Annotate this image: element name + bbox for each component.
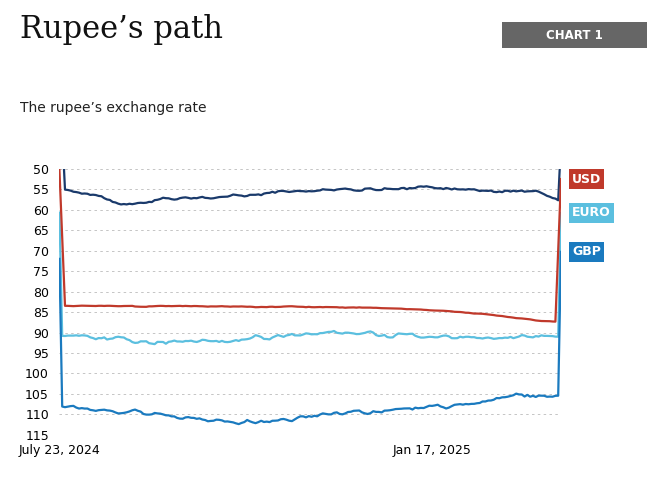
Text: EURO: EURO [572,206,611,219]
Text: The rupee’s exchange rate: The rupee’s exchange rate [20,101,207,115]
Text: Rupee’s path: Rupee’s path [20,14,223,45]
Text: YEN: YEN [0,482,1,483]
Text: USD: USD [572,172,601,185]
Text: GBP: GBP [572,245,601,258]
Text: CHART 1: CHART 1 [546,28,603,42]
